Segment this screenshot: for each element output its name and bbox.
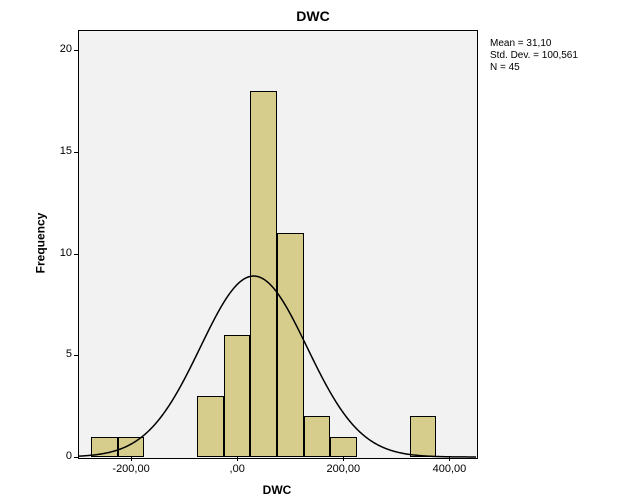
x-tick-label: -200,00 (101, 463, 161, 475)
x-axis-title: DWC (78, 483, 476, 497)
y-tick-label: 0 (38, 450, 72, 462)
stats-n: N = 45 (490, 62, 578, 74)
histogram-bar (118, 437, 145, 457)
histogram-bar (410, 416, 437, 457)
stats-block: Mean = 31,10 Std. Dev. = 100,561 N = 45 (490, 38, 578, 74)
y-tick-label: 20 (38, 43, 72, 55)
y-tick (74, 355, 78, 356)
x-tick (343, 457, 344, 461)
y-axis-title: Frequency (33, 212, 47, 273)
y-tick-label: 10 (38, 247, 72, 259)
histogram-bar (330, 437, 357, 457)
histogram-bar (250, 91, 277, 457)
histogram-bar (91, 437, 118, 457)
histogram-bar (304, 416, 331, 457)
histogram-chart: DWC Frequency DWC Mean = 31,10 Std. Dev.… (0, 0, 626, 501)
stats-mean: Mean = 31,10 (490, 38, 578, 50)
chart-title: DWC (0, 8, 626, 24)
y-tick (74, 254, 78, 255)
y-tick (74, 152, 78, 153)
histogram-bar (197, 396, 224, 457)
x-tick-label: 200,00 (313, 463, 373, 475)
x-tick-label: ,00 (207, 463, 267, 475)
x-tick (237, 457, 238, 461)
y-tick-label: 15 (38, 145, 72, 157)
histogram-bar (224, 335, 251, 457)
y-tick-label: 5 (38, 348, 72, 360)
histogram-bar (277, 233, 304, 457)
x-tick (131, 457, 132, 461)
x-tick (449, 457, 450, 461)
stats-std: Std. Dev. = 100,561 (490, 50, 578, 62)
y-tick (74, 457, 78, 458)
y-tick (74, 50, 78, 51)
x-tick-label: 400,00 (419, 463, 479, 475)
